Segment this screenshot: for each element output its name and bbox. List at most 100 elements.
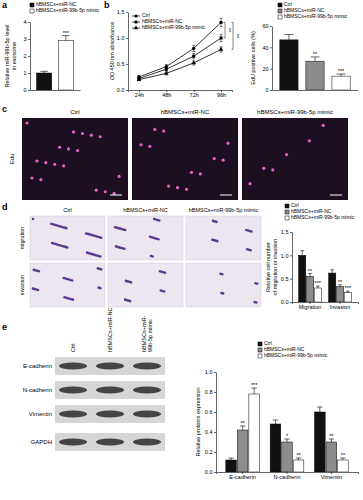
legend-marker [134, 14, 137, 17]
y-tick-group: 0.4 [205, 429, 216, 435]
y-tick-group: 0.0 [281, 299, 292, 305]
x-tick-group: 48h [162, 90, 171, 98]
legend-swatch [258, 354, 262, 358]
significance: * [286, 433, 289, 439]
y-tick-label: 1 [23, 70, 26, 76]
error-bar [220, 47, 223, 52]
stained-cell [50, 223, 53, 226]
x-axis: E-cadherinN-cadherinVimentin [217, 472, 359, 480]
error-bar [310, 57, 319, 61]
blot-band [59, 387, 87, 394]
panel-e: CtrlhBMSCs+miR-NChBMSCs+miR-99b-5p mimic… [23, 308, 165, 451]
stained-cell [32, 218, 35, 221]
y-tick-label: 1.5 [281, 229, 289, 235]
row-label: migration [19, 227, 25, 250]
legend-label: hBMSCs+miR-99b-5p mimic [284, 13, 348, 19]
bar [329, 273, 336, 302]
y-axis: 0.00.51.01.5 [117, 9, 129, 93]
bar [226, 460, 237, 472]
y-tick [290, 255, 292, 256]
cell-nucleus [190, 171, 193, 174]
bar [58, 41, 73, 90]
legend: CtrlhBMSCs+miR-NChBMSCs+miR-99b-5p mimic [258, 340, 328, 358]
plot-marks [280, 35, 350, 90]
stained-cell [51, 242, 54, 245]
cell-nucleus [148, 145, 151, 148]
micrograph [186, 263, 261, 307]
micrograph [30, 263, 105, 307]
legend-marker [134, 26, 138, 30]
y-tick-group: 0.0 [205, 469, 216, 475]
cell-nucleus [90, 134, 93, 137]
line-chart: ****0.00.51.01.524h48h72h96hOD 450 nm ab… [109, 9, 240, 98]
y-tick-group: 4 [23, 19, 30, 25]
stained-cell [220, 292, 223, 295]
cell-nucleus [139, 143, 142, 146]
cell-nucleus [308, 139, 311, 142]
bar [338, 460, 349, 472]
x-tick-group: Invasion [330, 302, 351, 310]
scale-bar [110, 195, 122, 196]
cell-nucleus [67, 147, 70, 150]
blot-strip [55, 357, 165, 375]
cell-nucleus [248, 182, 251, 185]
legend-marker [135, 21, 138, 24]
blot-band [96, 387, 124, 394]
y-tick [214, 452, 216, 453]
y-tick [270, 90, 272, 91]
bar [299, 255, 306, 302]
stained-cell [160, 289, 163, 292]
plot-marks [299, 251, 352, 302]
panel-label: e [2, 322, 7, 332]
y-tick [126, 90, 128, 91]
column-title: hBMSCs+miR-99b-5p mimic [189, 207, 259, 213]
lane-label-line: Ctrl [70, 343, 76, 352]
stained-cell [219, 272, 222, 275]
background [0, 0, 363, 500]
y-tick [270, 47, 272, 48]
legend-swatch [278, 15, 282, 19]
bar [332, 76, 350, 90]
cell-nucleus [76, 149, 79, 152]
error-bar [330, 270, 334, 273]
stained-cell [114, 226, 117, 229]
error-bar [252, 388, 257, 394]
y-axis: 0.00.20.40.60.81.0 [205, 369, 217, 475]
y-tick-group: 2 [23, 53, 30, 59]
y-tick [28, 39, 30, 40]
y-tick-group: 1.0 [281, 253, 292, 259]
error-bar [273, 420, 278, 424]
y-tick [28, 73, 30, 74]
blot-strip [55, 433, 165, 451]
x-tick-label: 96h [217, 92, 226, 98]
error-bar [337, 74, 346, 76]
y-axis-title: OD 450 nm absorbance [109, 22, 115, 80]
bar [306, 61, 324, 90]
y-tick-label: 0.2 [205, 449, 213, 455]
significance: ** [329, 433, 334, 439]
error-bar [192, 54, 195, 59]
legend-swatch [258, 348, 262, 352]
y-tick-group: 40 [262, 45, 272, 51]
x-axis-line [273, 90, 359, 91]
x-tick-label: Vimentin [321, 474, 342, 480]
y-axis-title: Relative proteins expression [195, 387, 201, 456]
micrograph [22, 118, 128, 200]
legend-swatch [258, 342, 262, 346]
x-tick-group: E-cadherin [229, 472, 256, 480]
stained-cell [97, 286, 100, 289]
blot-band [96, 439, 124, 446]
error-bar [62, 36, 70, 41]
y-axis-line [272, 27, 273, 91]
stained-cell [212, 220, 215, 223]
stained-cell [246, 248, 249, 251]
blot-band [133, 439, 161, 446]
cell-nucleus [53, 163, 56, 166]
y-tick [214, 372, 216, 373]
stained-cell [125, 280, 128, 283]
y-tick-label: 40 [262, 45, 268, 51]
marker [192, 47, 195, 50]
micrograph [30, 216, 105, 260]
significance-bracket [232, 22, 234, 49]
cell-nucleus [104, 190, 107, 193]
